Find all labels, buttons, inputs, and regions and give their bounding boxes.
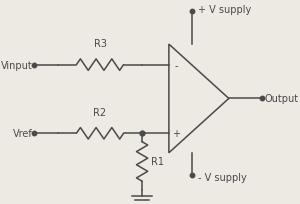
Text: R1: R1: [151, 157, 164, 167]
Text: - V supply: - V supply: [198, 173, 247, 182]
Text: Vinput: Vinput: [1, 60, 32, 70]
Text: Output: Output: [265, 94, 298, 104]
Text: +: +: [172, 129, 181, 139]
Text: Vref: Vref: [13, 129, 32, 139]
Text: + V supply: + V supply: [198, 5, 251, 15]
Text: -: -: [175, 60, 178, 70]
Text: R2: R2: [94, 107, 106, 117]
Text: R3: R3: [94, 39, 106, 49]
